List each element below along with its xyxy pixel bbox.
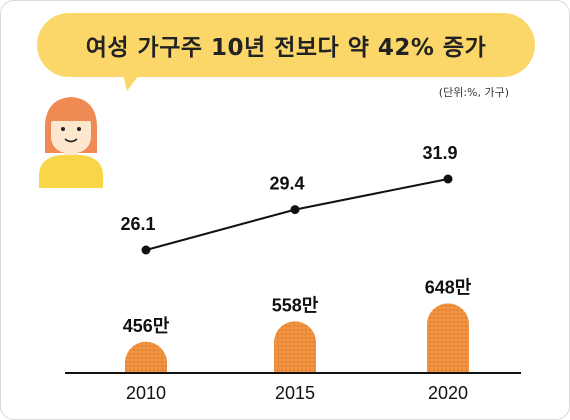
bar-value-label: 648만	[425, 277, 472, 297]
x-tick-label: 2020	[428, 383, 468, 403]
line-point	[443, 174, 453, 184]
bar-value-label: 456만	[123, 316, 170, 336]
chart-title: 여성 가구주 10년 전보다 약 42% 증가	[85, 35, 487, 61]
speech-bubble	[37, 13, 535, 77]
x-tick-label: 2015	[275, 383, 315, 403]
line-value-label: 26.1	[120, 214, 155, 234]
speech-bubble-tail	[121, 67, 145, 91]
line-point	[141, 245, 151, 255]
x-tick-label: 2010	[126, 383, 166, 403]
line-point	[290, 205, 300, 215]
unit-note: (단위:%, 가구)	[438, 86, 509, 99]
bar	[274, 321, 316, 373]
woman-avatar-icon	[39, 97, 103, 188]
bar	[427, 303, 469, 373]
line-value-label: 31.9	[422, 143, 457, 163]
bar-value-label: 558만	[272, 295, 319, 315]
bar	[125, 341, 167, 373]
line-value-label: 29.4	[269, 174, 304, 194]
